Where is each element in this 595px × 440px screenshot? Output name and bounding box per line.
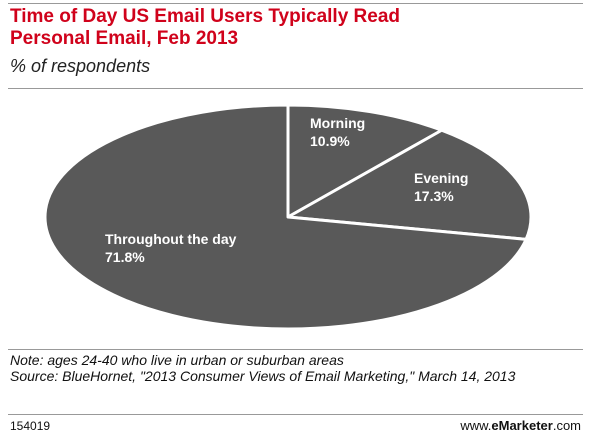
note-rule bbox=[8, 349, 583, 350]
slice-label: Throughout the day bbox=[105, 231, 237, 247]
pie-slice bbox=[286, 103, 444, 219]
top-rule bbox=[8, 3, 583, 4]
pie-slice bbox=[286, 128, 533, 241]
source: Source: BlueHornet, "2013 Consumer Views… bbox=[10, 368, 516, 384]
chart-title: Time of Day US Email Users Typically Rea… bbox=[10, 6, 401, 49]
note: Note: ages 24-40 who live in urban or su… bbox=[10, 352, 344, 368]
chart-subtitle: % of respondents bbox=[10, 56, 151, 76]
slice-label: Evening bbox=[414, 170, 468, 186]
notes: Note: ages 24-40 who live in urban or su… bbox=[10, 352, 570, 384]
brand: www.eMarketer.com bbox=[460, 418, 581, 433]
brand-part: .com bbox=[552, 418, 581, 433]
value-label: 17.3% bbox=[414, 188, 454, 204]
brand-part: eMarketer bbox=[491, 418, 553, 433]
slice-label: Morning bbox=[310, 115, 365, 131]
chart-id: 154019 bbox=[10, 419, 51, 433]
footer-rule bbox=[8, 414, 583, 415]
header-rule bbox=[8, 88, 583, 89]
value-label: 71.8% bbox=[105, 249, 145, 265]
pie-slice bbox=[43, 103, 528, 331]
value-label: 10.9% bbox=[310, 133, 350, 149]
brand-part: www. bbox=[460, 418, 492, 433]
